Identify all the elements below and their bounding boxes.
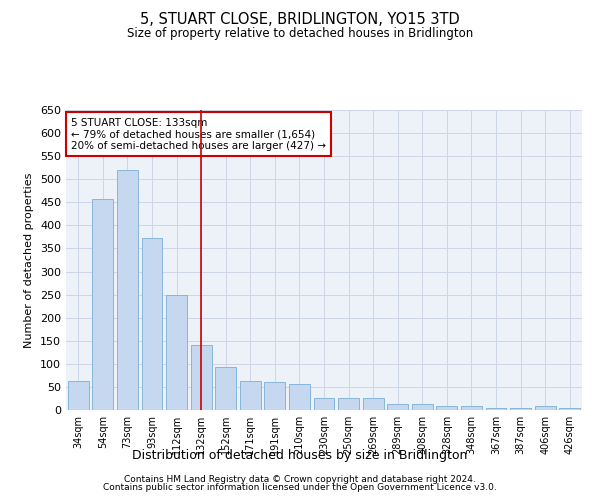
Bar: [387, 404, 408, 410]
Bar: [510, 408, 531, 410]
Bar: [117, 170, 138, 410]
Text: Contains HM Land Registry data © Crown copyright and database right 2024.: Contains HM Land Registry data © Crown c…: [124, 476, 476, 484]
Text: Distribution of detached houses by size in Bridlington: Distribution of detached houses by size …: [133, 448, 467, 462]
Bar: [68, 381, 89, 410]
Text: Size of property relative to detached houses in Bridlington: Size of property relative to detached ho…: [127, 28, 473, 40]
Bar: [436, 406, 457, 410]
Text: Contains public sector information licensed under the Open Government Licence v3: Contains public sector information licen…: [103, 483, 497, 492]
Bar: [142, 238, 163, 410]
Bar: [92, 199, 113, 410]
Bar: [535, 406, 556, 410]
Bar: [191, 346, 212, 410]
Bar: [485, 408, 506, 410]
Bar: [338, 398, 359, 410]
Bar: [265, 382, 286, 410]
Bar: [215, 367, 236, 410]
Text: 5, STUART CLOSE, BRIDLINGTON, YO15 3TD: 5, STUART CLOSE, BRIDLINGTON, YO15 3TD: [140, 12, 460, 28]
Bar: [314, 398, 334, 410]
Bar: [362, 398, 383, 410]
Bar: [240, 381, 261, 410]
Text: 5 STUART CLOSE: 133sqm
← 79% of detached houses are smaller (1,654)
20% of semi-: 5 STUART CLOSE: 133sqm ← 79% of detached…: [71, 118, 326, 150]
Bar: [289, 384, 310, 410]
Bar: [461, 406, 482, 410]
Y-axis label: Number of detached properties: Number of detached properties: [25, 172, 34, 348]
Bar: [559, 408, 580, 410]
Bar: [412, 404, 433, 410]
Bar: [166, 294, 187, 410]
